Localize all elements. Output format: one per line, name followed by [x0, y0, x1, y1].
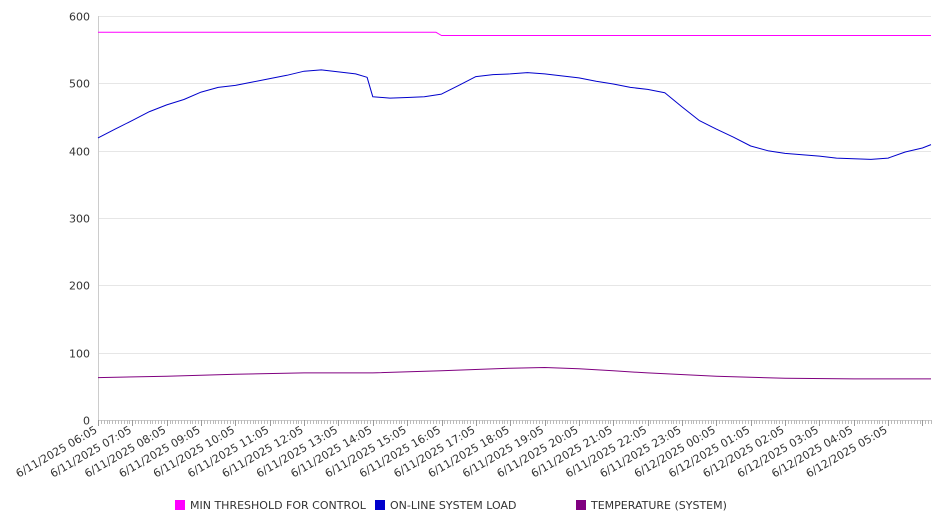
series-line-2: [97, 69, 932, 160]
series-line-3: [97, 367, 931, 380]
y-tick-label: 500: [69, 78, 90, 91]
legend: MIN THRESHOLD FOR CONTROL ON-LINE SYSTEM …: [175, 499, 727, 512]
y-tick-label: 600: [69, 11, 90, 24]
y-tick-label: 100: [69, 348, 90, 361]
grid-lines: [98, 16, 931, 354]
legend-label: TEMPERATURE (SYSTEM): [590, 499, 727, 512]
y-tick-label: 400: [69, 146, 90, 159]
legend-label: MIN THRESHOLD FOR CONTROL: [190, 499, 367, 512]
y-tick-label: 0: [83, 415, 90, 428]
legend-swatch: [175, 500, 185, 510]
legend-swatch: [375, 500, 385, 510]
legend-swatch: [576, 500, 586, 510]
y-tick-label: 300: [69, 213, 90, 226]
y-tick-label: 200: [69, 280, 90, 293]
series-lines: [97, 31, 932, 380]
legend-label: ON-LINE SYSTEM LOAD: [390, 499, 516, 512]
series-line-1: [98, 31, 931, 36]
